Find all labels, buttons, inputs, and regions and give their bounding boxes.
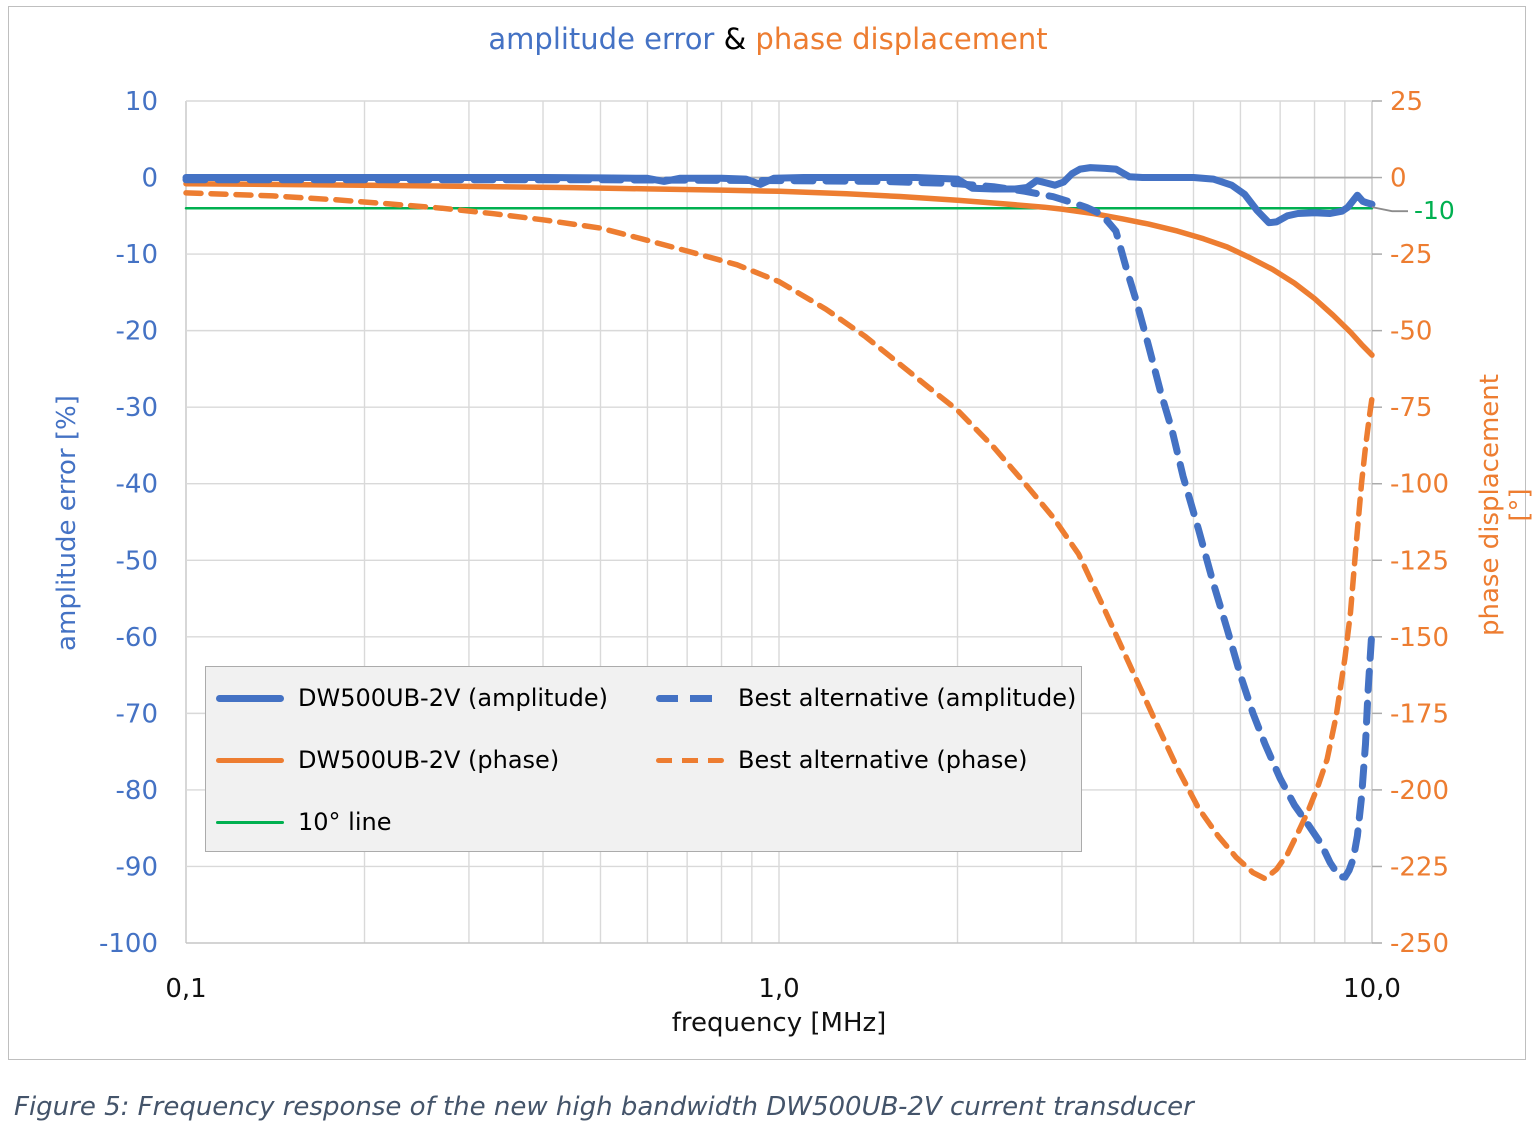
legend-line-sample-dashed-orange-icon [656,757,724,763]
x-axis-title: frequency [MHz] [671,1008,887,1038]
y-left-tick-label: -90 [116,852,158,882]
y-right-tick-label: -100 [1390,470,1449,500]
annotation-leader-line [1371,206,1408,213]
figure-caption: Figure 5: Frequency response of the new … [14,1092,1194,1122]
y-right-tick-label: -50 [1390,317,1432,347]
y-right-tick-label: -75 [1390,393,1432,423]
y-left-tick-label: -10 [116,240,158,270]
y-right-tick-label: -125 [1390,546,1449,576]
x-tick-label: 10,0 [1343,974,1401,1004]
legend-line-sample-solid-green-icon [216,820,284,824]
y-right-axis-title: phase displacement [°] [1475,374,1535,636]
y-left-tick-label: 0 [141,164,158,194]
legend-label: DW500UB-2V (phase) [298,746,560,774]
legend-label: DW500UB-2V (amplitude) [298,684,609,712]
chart-title: amplitude error & phase displacement [0,22,1536,56]
legend-line-sample-solid-blue-icon [216,694,284,702]
x-tick-label: 1,0 [758,974,799,1004]
y-left-tick-label: -20 [116,317,158,347]
series-best-alternative-phase [183,190,1375,882]
y-right-tick-label: -225 [1390,852,1449,882]
title-ampersand: & [714,22,756,56]
legend-line-sample-dashed-blue-icon [656,694,724,702]
legend: DW500UB-2V (amplitude) Best alternative … [205,666,1082,852]
y-right-tick-label: -200 [1390,776,1449,806]
y-left-tick-label: 10 [125,87,158,117]
series-dw500ub-2v-amplitude [182,164,1376,227]
title-amplitude-error: amplitude error [488,22,715,56]
x-tick-label: 0,1 [165,974,206,1004]
y-right-tick-label: 0 [1390,164,1407,194]
legend-line-sample-solid-orange-icon [216,757,284,763]
y-left-tick-label: -80 [116,776,158,806]
y-right-tick-label: 25 [1390,87,1423,117]
y-left-axis-title: amplitude error [%] [52,395,82,651]
legend-item-dw500ub-2v-amplitude: DW500UB-2V (amplitude) [216,680,608,716]
legend-item-best-alternative-amplitude: Best alternative (amplitude) [656,680,1076,716]
y-right-tick-label: -250 [1390,929,1449,959]
annotation-minus-10-label: -10 [1414,196,1455,225]
y-right-tick-label: -150 [1390,623,1449,653]
legend-item-best-alternative-phase: Best alternative (phase) [656,742,1028,778]
y-left-tick-label: -30 [116,393,158,423]
title-phase-displacement: phase displacement [755,22,1048,56]
y-left-tick-label: -100 [99,929,158,959]
y-left-tick-label: -70 [116,699,158,729]
y-left-tick-label: -40 [116,470,158,500]
legend-item-ten-degree-line: 10° line [216,804,391,840]
series-best-alternative-amplitude [182,176,1376,881]
legend-item-dw500ub-2v-phase: DW500UB-2V (phase) [216,742,559,778]
y-left-tick-label: -50 [116,546,158,576]
y-left-tick-label: -60 [116,623,158,653]
y-right-tick-label: -175 [1390,699,1449,729]
y-right-tick-label: -25 [1390,240,1432,270]
legend-label: Best alternative (amplitude) [738,684,1077,712]
legend-label: Best alternative (phase) [738,746,1028,774]
legend-label: 10° line [298,808,392,836]
